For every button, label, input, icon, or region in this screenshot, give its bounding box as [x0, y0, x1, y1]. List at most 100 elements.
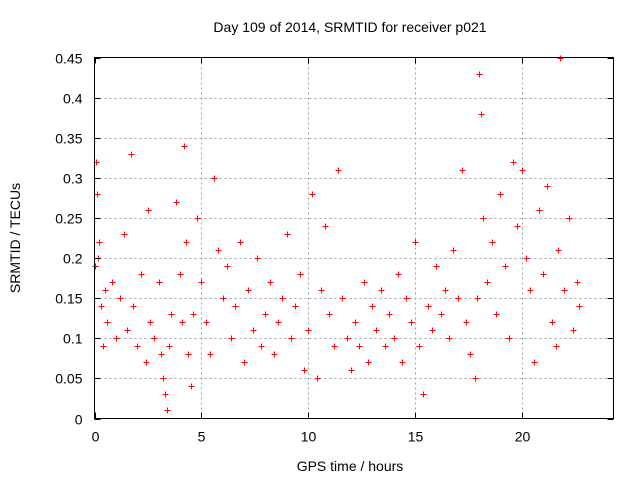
data-point	[198, 279, 205, 286]
data-point	[459, 167, 466, 174]
data-point	[128, 151, 135, 158]
y-tick-label: 0.1	[63, 331, 83, 347]
data-point	[463, 319, 470, 326]
data-point	[480, 215, 487, 222]
data-point	[531, 359, 538, 366]
data-point	[467, 351, 474, 358]
x-tick-label: 20	[515, 429, 531, 445]
data-point	[309, 191, 316, 198]
y-tick-label: 0.2	[63, 251, 83, 267]
data-point	[339, 295, 346, 302]
data-point	[322, 223, 329, 230]
y-tick-label: 0.4	[63, 91, 83, 107]
data-point	[361, 279, 368, 286]
data-point	[305, 327, 312, 334]
axes: 0 0.05 0.1 0.15 0.2 0.25 0.3 0.35 0.4 0.45 0 5 10 15 2…	[55, 51, 614, 445]
data-point	[438, 311, 445, 318]
data-point	[561, 287, 568, 294]
data-point	[164, 407, 171, 414]
data-point	[395, 271, 402, 278]
data-point	[391, 335, 398, 342]
chart-title: Day 109 of 2014, SRMTID for receiver p02…	[213, 19, 486, 35]
data-point	[433, 263, 440, 270]
data-point	[478, 111, 485, 118]
y-tick-label: 0	[75, 412, 83, 428]
data-point	[352, 319, 359, 326]
y-tick-label: 0.3	[63, 171, 83, 187]
y-tick-label: 0.15	[55, 291, 82, 307]
data-point	[489, 239, 496, 246]
data-point	[188, 383, 195, 390]
data-point	[284, 231, 291, 238]
data-point	[523, 255, 530, 262]
data-point	[365, 359, 372, 366]
y-axis-label: SRMTID / TECUs	[7, 183, 23, 293]
y-tick-label: 0.25	[55, 211, 82, 227]
data-point	[245, 287, 252, 294]
grid	[94, 57, 614, 419]
data-point	[314, 375, 321, 382]
data-point	[455, 295, 462, 302]
data-point	[203, 319, 210, 326]
data-point	[429, 327, 436, 334]
data-point	[412, 239, 419, 246]
data-point	[497, 191, 504, 198]
data-point	[326, 311, 333, 318]
data-point	[474, 295, 481, 302]
data-point	[207, 351, 214, 358]
data-point	[143, 359, 150, 366]
data-point	[96, 239, 103, 246]
data-point	[331, 343, 338, 350]
data-point	[98, 303, 105, 310]
data-point	[224, 263, 231, 270]
data-point	[258, 343, 265, 350]
data-point	[557, 55, 564, 62]
x-tick-label: 10	[301, 429, 317, 445]
data-point	[237, 239, 244, 246]
data-point	[450, 247, 457, 254]
data-point	[576, 303, 583, 310]
data-point	[267, 279, 274, 286]
data-point	[190, 311, 197, 318]
data-point	[476, 71, 483, 78]
y-tick-label: 0.35	[55, 131, 82, 147]
data-point	[382, 343, 389, 350]
data-point	[275, 319, 282, 326]
data-point	[185, 351, 192, 358]
data-point	[519, 167, 526, 174]
data-point	[215, 247, 222, 254]
data-point	[288, 335, 295, 342]
data-point	[544, 183, 551, 190]
data-point	[232, 303, 239, 310]
data-point	[301, 367, 308, 374]
data-point	[386, 311, 393, 318]
data-point	[442, 287, 449, 294]
x-tick-label: 5	[198, 429, 206, 445]
data-point	[250, 327, 257, 334]
data-point	[514, 223, 521, 230]
x-axis-label: GPS time / hours	[297, 458, 404, 474]
data-point	[124, 327, 131, 334]
data-point	[254, 255, 261, 262]
data-point	[181, 143, 188, 150]
data-point	[553, 343, 560, 350]
data-point	[151, 335, 158, 342]
data-point	[493, 311, 500, 318]
data-point	[484, 279, 491, 286]
y-tick-label: 0.45	[55, 51, 82, 67]
data-point	[183, 239, 190, 246]
data-point	[121, 231, 128, 238]
data-point	[549, 319, 556, 326]
data-point	[211, 175, 218, 182]
data-point	[271, 351, 278, 358]
data-point	[134, 343, 141, 350]
data-point	[130, 303, 137, 310]
data-point	[113, 335, 120, 342]
data-point	[378, 287, 385, 294]
data-point	[138, 271, 145, 278]
data-point	[536, 207, 543, 214]
data-point	[403, 295, 410, 302]
y-tick-label: 0.05	[55, 371, 82, 387]
data-point	[570, 327, 577, 334]
